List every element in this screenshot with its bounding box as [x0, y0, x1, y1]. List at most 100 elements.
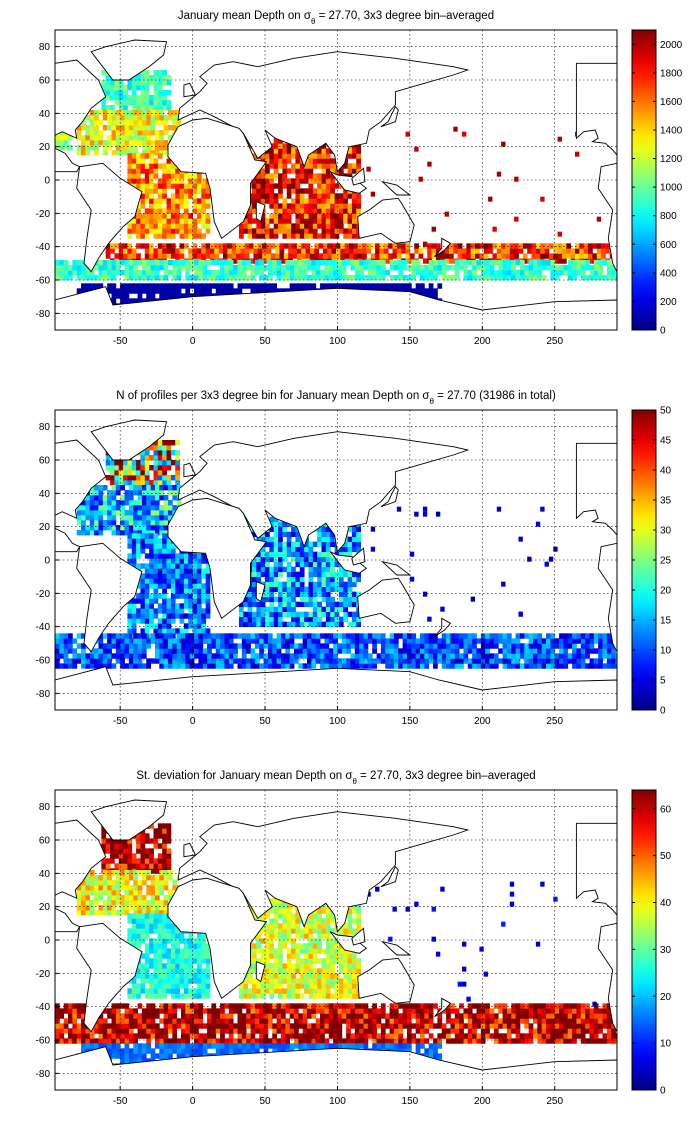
heatmap-cell [554, 270, 560, 276]
heatmap-cell [149, 573, 154, 579]
heatmap-cell [111, 265, 117, 271]
heatmap-cell [111, 140, 117, 146]
heatmap-cell [162, 573, 167, 579]
heatmap-cell [350, 283, 356, 289]
heatmap-cell [480, 663, 486, 669]
heatmap-cell [330, 566, 335, 573]
heatmap-cell [124, 260, 130, 266]
heatmap-cell [94, 648, 99, 654]
heatmap-cell [205, 218, 211, 224]
heatmap-cell [256, 556, 262, 563]
heatmap-cell [265, 168, 270, 174]
heatmap-cell [196, 218, 202, 224]
heatmap-cell [302, 663, 308, 669]
heatmap-cell [282, 148, 288, 154]
heatmap-cell [298, 663, 304, 669]
heatmap-cell [250, 288, 256, 294]
heatmap-cell [273, 546, 279, 553]
heatmap-cell [295, 611, 301, 618]
heatmap-cell [176, 293, 182, 299]
heatmap-cell [293, 260, 299, 266]
heatmap-cell [422, 241, 428, 247]
heatmap-cell [149, 208, 154, 214]
heatmap-cell [278, 586, 283, 593]
heatmap-cell [379, 253, 385, 259]
heatmap-cell [144, 450, 150, 456]
heatmap-cell [144, 153, 150, 159]
heatmap-cell [105, 848, 111, 854]
heatmap-cell [527, 248, 532, 254]
heatmap-cell [370, 253, 376, 259]
heatmap-cell [411, 663, 417, 669]
heatmap-cell [511, 638, 517, 644]
heatmap-cell [133, 525, 138, 531]
heatmap-cell [63, 275, 69, 281]
heatmap-cell [102, 500, 108, 506]
heatmap-cell [176, 270, 182, 276]
heatmap-cell [196, 173, 202, 179]
heatmap-cell [260, 551, 266, 558]
heatmap-cell [589, 643, 595, 649]
heatmap-cell [127, 618, 133, 624]
heatmap-cell [602, 648, 608, 654]
heatmap-cell [296, 243, 302, 249]
heatmap-cell [301, 243, 306, 249]
heatmap-cell [175, 168, 180, 174]
heatmap-cell [580, 260, 586, 266]
heatmap-cell [483, 253, 489, 259]
heatmap-cell [170, 233, 176, 239]
heatmap-cell [76, 270, 82, 276]
heatmap-cell [433, 275, 438, 281]
heatmap-cell [68, 275, 73, 281]
heatmap-cell [341, 658, 347, 664]
heatmap-cell [285, 653, 291, 659]
heatmap-cell [557, 258, 563, 264]
heatmap-cell [154, 910, 160, 916]
heatmap-cell [128, 275, 134, 281]
heatmap-cell [115, 638, 121, 644]
heatmap-cell [170, 450, 176, 456]
heatmap-cell [376, 270, 382, 276]
heatmap-cell [176, 275, 182, 281]
heatmap-cell [265, 551, 270, 558]
heatmap-cell [476, 275, 482, 281]
heatmap-cell [265, 576, 270, 583]
heatmap-cell [141, 875, 147, 881]
heatmap-cell [118, 480, 124, 486]
heatmap-cell [537, 260, 543, 266]
heatmap-cell [166, 623, 172, 629]
heatmap-cell [317, 193, 322, 199]
heatmap-cell [89, 910, 95, 916]
heatmap-cell [141, 505, 147, 511]
colorbar-tick-label: 1800 [660, 68, 683, 79]
heatmap-cell [263, 275, 269, 281]
heatmap-cell [144, 90, 150, 96]
heatmap-cell [251, 611, 257, 618]
heatmap-cell [472, 643, 477, 649]
x-tick-label: 100 [329, 336, 346, 347]
heatmap-cell [302, 643, 308, 649]
heatmap-cell [153, 623, 159, 629]
heatmap-cell [321, 571, 327, 578]
heatmap-cell [63, 260, 69, 266]
heatmap-cell [343, 546, 348, 553]
heatmap-cell [308, 591, 314, 598]
heatmap-cell [136, 208, 141, 214]
heatmap-cell [162, 858, 167, 864]
y-tick-label: -60 [36, 656, 51, 667]
heatmap-cell [111, 663, 117, 669]
heatmap-cell [133, 140, 138, 146]
heatmap-cell [354, 633, 360, 639]
heatmap-cell [111, 135, 117, 141]
heatmap-cell [101, 80, 107, 86]
heatmap-cell [127, 633, 133, 639]
heatmap-cell [321, 163, 327, 169]
heatmap-cell [278, 213, 283, 219]
heatmap-cell [496, 506, 502, 512]
heatmap-cell [94, 145, 99, 151]
heatmap-cell [463, 633, 469, 639]
heatmap-cell [502, 663, 508, 669]
heatmap-cell [356, 143, 362, 149]
heatmap-cell [188, 578, 194, 584]
heatmap-cell [181, 658, 186, 664]
